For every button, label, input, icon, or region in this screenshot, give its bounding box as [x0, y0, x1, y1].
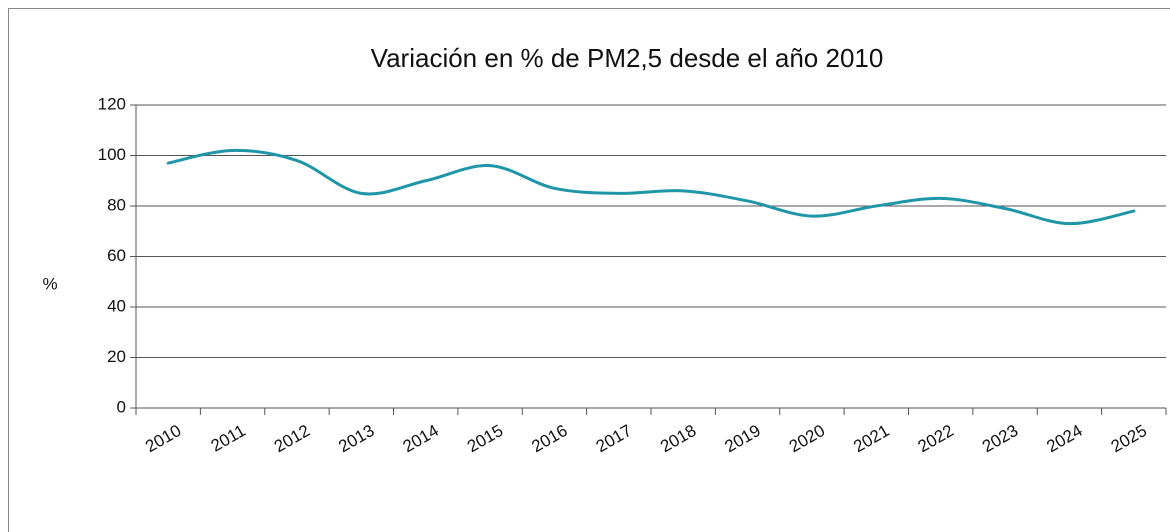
y-tick-label: 100	[98, 145, 126, 164]
y-tick-label: 120	[98, 94, 126, 113]
x-tick-label: 2015	[464, 421, 506, 456]
x-tick-label: 2012	[271, 421, 313, 456]
y-tick-label: 80	[107, 195, 126, 214]
x-tick-label: 2025	[1108, 421, 1150, 456]
y-tick-label: 40	[107, 296, 126, 315]
x-tick-label: 2013	[335, 421, 377, 456]
y-axis-label: %	[42, 274, 57, 293]
data-line	[166, 148, 1136, 226]
x-tick-label: 2022	[915, 421, 957, 456]
y-tick-label: 60	[107, 246, 126, 265]
y-tick-label: 20	[107, 347, 126, 366]
x-tick-label: 2023	[979, 421, 1021, 456]
x-tick-label: 2017	[593, 421, 635, 456]
x-tick-label: 2021	[850, 421, 892, 456]
chart-border	[8, 8, 1170, 532]
x-tick-label: 2011	[208, 421, 249, 456]
x-tick-label: 2014	[400, 421, 442, 456]
x-tick-label: 2016	[528, 421, 570, 456]
x-tick-label: 2019	[722, 421, 764, 456]
x-tick-label: 2024	[1043, 421, 1085, 456]
x-tick-label: 2020	[786, 421, 828, 456]
x-tick-label: 2018	[657, 421, 699, 456]
x-tick-label: 2010	[142, 421, 184, 456]
y-tick-label: 0	[117, 397, 126, 416]
chart-title: Variación en % de PM2,5 desde el año 201…	[371, 43, 884, 73]
